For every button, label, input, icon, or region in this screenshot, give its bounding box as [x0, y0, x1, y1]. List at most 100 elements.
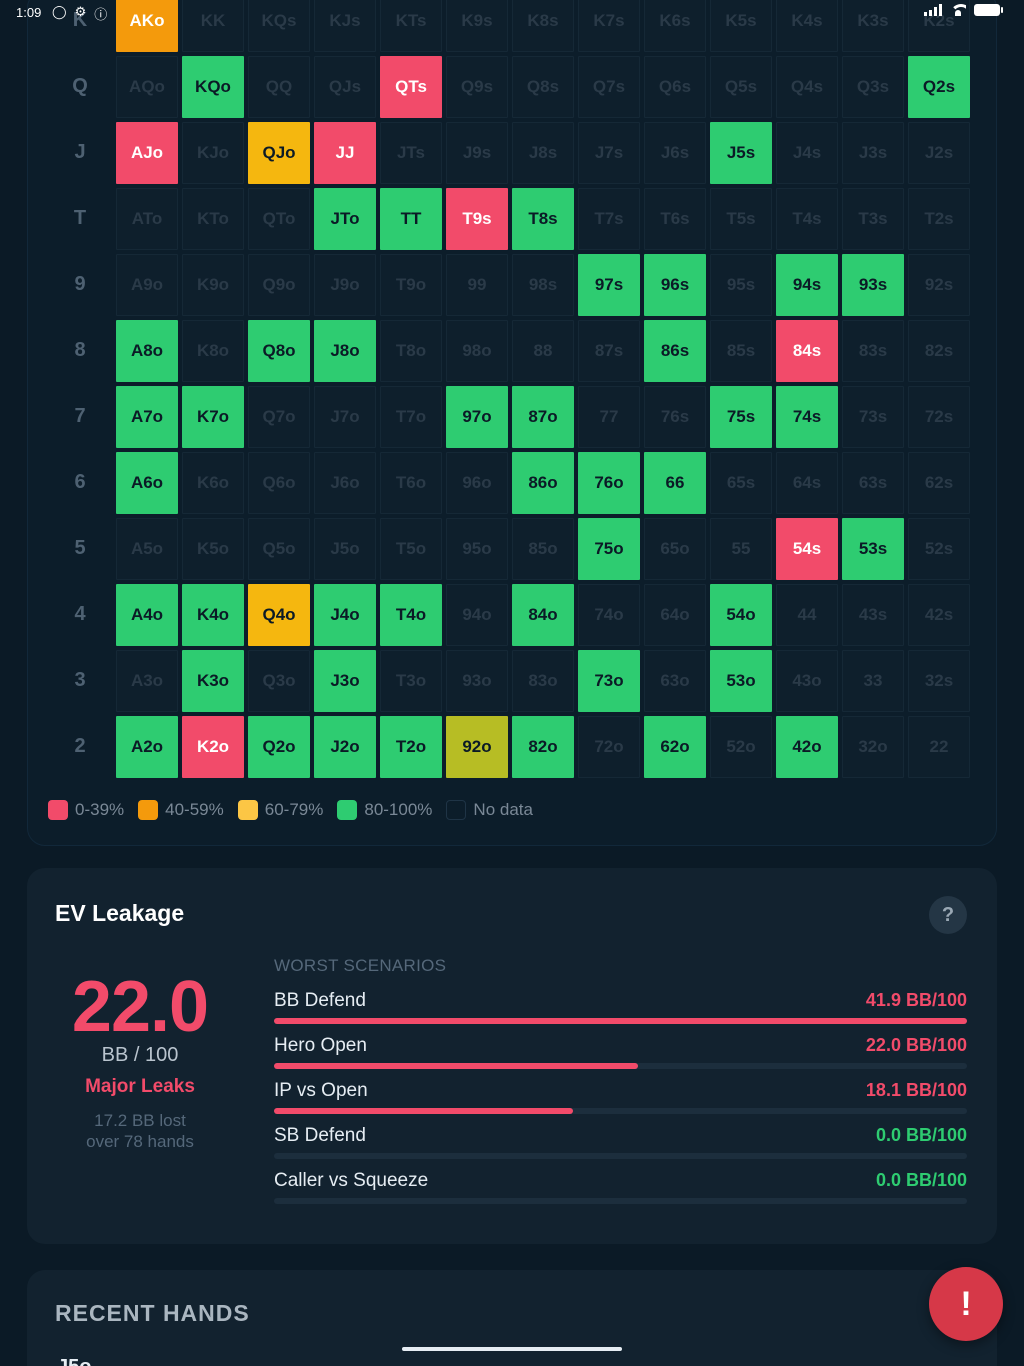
hand-cell[interactable]: 84o — [512, 584, 574, 646]
hand-cell[interactable]: 43o — [776, 650, 838, 712]
hand-cell[interactable]: K9o — [182, 254, 244, 316]
hand-cell[interactable]: K9s — [446, 0, 508, 52]
hand-cell[interactable]: 75o — [578, 518, 640, 580]
hand-cell[interactable]: 84s — [776, 320, 838, 382]
hand-cell[interactable]: TT — [380, 188, 442, 250]
hand-cell[interactable]: 87s — [578, 320, 640, 382]
hand-cell[interactable]: Q4o — [248, 584, 310, 646]
hand-cell[interactable]: KQs — [248, 0, 310, 52]
hand-cell[interactable]: J4o — [314, 584, 376, 646]
hand-cell[interactable]: A8o — [116, 320, 178, 382]
hand-cell[interactable]: 33 — [842, 650, 904, 712]
hand-cell[interactable]: T6s — [644, 188, 706, 250]
hand-cell[interactable]: Q9s — [446, 56, 508, 118]
hand-cell[interactable]: T2s — [908, 188, 970, 250]
hand-cell[interactable]: T9o — [380, 254, 442, 316]
hand-cell[interactable]: 98o — [446, 320, 508, 382]
hand-cell[interactable]: 44 — [776, 584, 838, 646]
scenario-row[interactable]: BB Defend 41.9 BB/100 — [274, 990, 967, 1030]
hand-cell[interactable]: 95o — [446, 518, 508, 580]
hand-cell[interactable]: J3s — [842, 122, 904, 184]
hand-cell[interactable]: AQo — [116, 56, 178, 118]
hand-cell[interactable]: Q8s — [512, 56, 574, 118]
hand-cell[interactable]: J4s — [776, 122, 838, 184]
hand-cell[interactable]: Q5o — [248, 518, 310, 580]
hand-cell[interactable]: T4s — [776, 188, 838, 250]
hand-cell[interactable]: A6o — [116, 452, 178, 514]
hand-cell[interactable]: Q6o — [248, 452, 310, 514]
hand-cell[interactable]: T8o — [380, 320, 442, 382]
hand-cell[interactable]: 96o — [446, 452, 508, 514]
hand-cell[interactable]: 93o — [446, 650, 508, 712]
alert-fab-button[interactable]: ! — [929, 1267, 1003, 1341]
hand-cell[interactable]: T3o — [380, 650, 442, 712]
hand-cell[interactable]: 76o — [578, 452, 640, 514]
hand-cell[interactable]: 72o — [578, 716, 640, 778]
hand-cell[interactable]: ATo — [116, 188, 178, 250]
hand-cell[interactable]: JTo — [314, 188, 376, 250]
hand-cell[interactable]: 53o — [710, 650, 772, 712]
hand-cell[interactable]: 94o — [446, 584, 508, 646]
hand-cell[interactable]: 65o — [644, 518, 706, 580]
hand-cell[interactable]: J7s — [578, 122, 640, 184]
hand-cell[interactable]: K6o — [182, 452, 244, 514]
hand-cell[interactable]: T4o — [380, 584, 442, 646]
hand-cell[interactable]: 88 — [512, 320, 574, 382]
hand-cell[interactable]: Q5s — [710, 56, 772, 118]
hand-cell[interactable]: 43s — [842, 584, 904, 646]
hand-cell[interactable]: QTs — [380, 56, 442, 118]
hand-cell[interactable]: KQo — [182, 56, 244, 118]
hand-cell[interactable]: J5s — [710, 122, 772, 184]
hand-cell[interactable]: J6s — [644, 122, 706, 184]
hand-cell[interactable]: 75s — [710, 386, 772, 448]
hand-cell[interactable]: K5s — [710, 0, 772, 52]
hand-cell[interactable]: J8o — [314, 320, 376, 382]
hand-cell[interactable]: 22 — [908, 716, 970, 778]
hand-cell[interactable]: AJo — [116, 122, 178, 184]
hand-cell[interactable]: 82o — [512, 716, 574, 778]
hand-cell[interactable]: A3o — [116, 650, 178, 712]
hand-cell[interactable]: 99 — [446, 254, 508, 316]
hand-cell[interactable]: KJo — [182, 122, 244, 184]
hand-cell[interactable]: A7o — [116, 386, 178, 448]
hand-cell[interactable]: 92s — [908, 254, 970, 316]
hand-cell[interactable]: K7s — [578, 0, 640, 52]
scenario-row[interactable]: Hero Open 22.0 BB/100 — [274, 1035, 967, 1075]
hand-cell[interactable]: 52o — [710, 716, 772, 778]
hand-cell[interactable]: QJo — [248, 122, 310, 184]
hand-cell[interactable]: J6o — [314, 452, 376, 514]
hand-cell[interactable]: Q9o — [248, 254, 310, 316]
hand-cell[interactable]: 86o — [512, 452, 574, 514]
hand-cell[interactable]: K8o — [182, 320, 244, 382]
hand-cell[interactable]: Q8o — [248, 320, 310, 382]
hand-cell[interactable]: 74o — [578, 584, 640, 646]
hand-cell[interactable]: KJs — [314, 0, 376, 52]
hand-cell[interactable]: 64s — [776, 452, 838, 514]
scenario-row[interactable]: IP vs Open 18.1 BB/100 — [274, 1080, 967, 1120]
hand-cell[interactable]: Q7s — [578, 56, 640, 118]
hand-cell[interactable]: 74s — [776, 386, 838, 448]
hand-cell[interactable]: K3s — [842, 0, 904, 52]
hand-cell[interactable]: 97o — [446, 386, 508, 448]
recent-hand-peek[interactable]: J5o — [57, 1356, 91, 1366]
hand-cell[interactable]: Q3o — [248, 650, 310, 712]
hand-cell[interactable]: T9s — [446, 188, 508, 250]
hand-cell[interactable]: K2o — [182, 716, 244, 778]
hand-cell[interactable]: JTs — [380, 122, 442, 184]
hand-cell[interactable]: K4s — [776, 0, 838, 52]
hand-cell[interactable]: Q3s — [842, 56, 904, 118]
hand-cell[interactable]: JJ — [314, 122, 376, 184]
hand-cell[interactable]: 65s — [710, 452, 772, 514]
hand-cell[interactable]: Q2s — [908, 56, 970, 118]
hand-cell[interactable]: T2o — [380, 716, 442, 778]
hand-cell[interactable]: K6s — [644, 0, 706, 52]
hand-cell[interactable]: KTo — [182, 188, 244, 250]
hand-cell[interactable]: T3s — [842, 188, 904, 250]
hand-cell[interactable]: KTs — [380, 0, 442, 52]
hand-cell[interactable]: T5s — [710, 188, 772, 250]
scenario-row[interactable]: Caller vs Squeeze 0.0 BB/100 — [274, 1170, 967, 1210]
hand-cell[interactable]: 63o — [644, 650, 706, 712]
hand-cell[interactable]: 53s — [842, 518, 904, 580]
help-button[interactable]: ? — [929, 896, 967, 934]
hand-cell[interactable]: J2s — [908, 122, 970, 184]
